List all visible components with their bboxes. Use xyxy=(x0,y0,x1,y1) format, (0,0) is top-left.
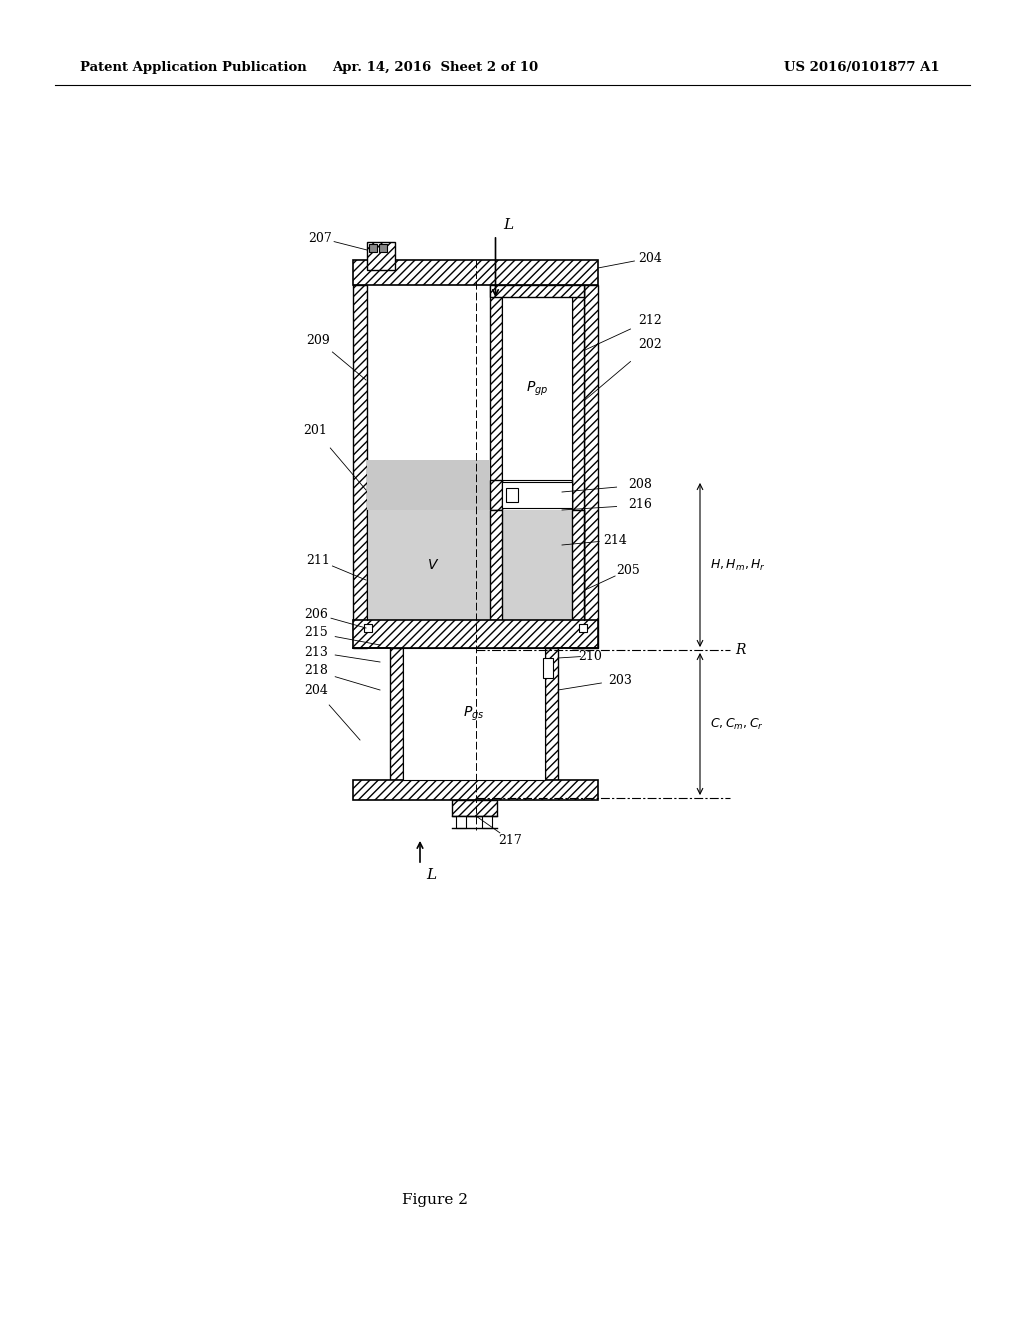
Text: Patent Application Publication: Patent Application Publication xyxy=(80,62,307,74)
Text: 209: 209 xyxy=(306,334,330,346)
Text: Figure 2: Figure 2 xyxy=(402,1193,468,1206)
Text: $H, H_m ,H_r$: $H, H_m ,H_r$ xyxy=(710,557,766,573)
Text: 212: 212 xyxy=(638,314,662,326)
Text: 203: 203 xyxy=(608,673,632,686)
Bar xyxy=(353,260,598,285)
Bar xyxy=(390,648,403,780)
Bar xyxy=(367,242,395,271)
Bar xyxy=(353,285,367,648)
Bar xyxy=(490,285,584,297)
Bar xyxy=(353,780,598,800)
Text: 202: 202 xyxy=(638,338,662,351)
Text: 204: 204 xyxy=(638,252,662,264)
Bar xyxy=(543,657,553,678)
Bar xyxy=(456,816,466,828)
Bar xyxy=(572,285,584,648)
Text: 205: 205 xyxy=(616,564,640,577)
Text: 218: 218 xyxy=(304,664,328,677)
Bar xyxy=(452,800,497,816)
Bar xyxy=(369,244,377,252)
Text: $V$: $V$ xyxy=(427,558,439,572)
Text: 207: 207 xyxy=(308,231,332,244)
Text: L: L xyxy=(426,869,436,882)
Text: 201: 201 xyxy=(303,424,327,437)
Text: 210: 210 xyxy=(579,649,602,663)
Text: L: L xyxy=(504,218,514,232)
Bar xyxy=(579,624,587,632)
Bar xyxy=(379,244,387,252)
Text: 206: 206 xyxy=(304,607,328,620)
Bar xyxy=(490,480,502,510)
Text: 216: 216 xyxy=(628,499,652,511)
Bar xyxy=(490,285,502,620)
Text: R: R xyxy=(735,643,745,657)
Bar xyxy=(506,488,518,502)
Bar xyxy=(481,816,492,828)
Text: 214: 214 xyxy=(603,533,627,546)
Bar xyxy=(364,624,372,632)
Text: 213: 213 xyxy=(304,645,328,659)
Text: Apr. 14, 2016  Sheet 2 of 10: Apr. 14, 2016 Sheet 2 of 10 xyxy=(332,62,538,74)
Text: 215: 215 xyxy=(304,627,328,639)
Bar xyxy=(502,482,572,508)
Text: 208: 208 xyxy=(628,479,652,491)
Bar xyxy=(403,648,545,780)
Text: US 2016/0101877 A1: US 2016/0101877 A1 xyxy=(784,62,940,74)
Text: 204: 204 xyxy=(304,684,328,697)
Bar xyxy=(572,510,584,648)
Text: 217: 217 xyxy=(498,833,522,846)
Text: $C, C_m, C_r$: $C, C_m, C_r$ xyxy=(710,717,764,731)
Bar xyxy=(584,285,598,648)
Text: $P_{gs}$: $P_{gs}$ xyxy=(463,705,484,723)
Bar xyxy=(545,648,558,780)
Bar xyxy=(367,459,490,648)
Bar xyxy=(353,620,598,648)
Bar xyxy=(367,510,584,620)
Text: 211: 211 xyxy=(306,553,330,566)
Text: $P_{gp}$: $P_{gp}$ xyxy=(526,379,548,397)
Bar xyxy=(490,510,502,620)
Bar xyxy=(502,285,572,480)
